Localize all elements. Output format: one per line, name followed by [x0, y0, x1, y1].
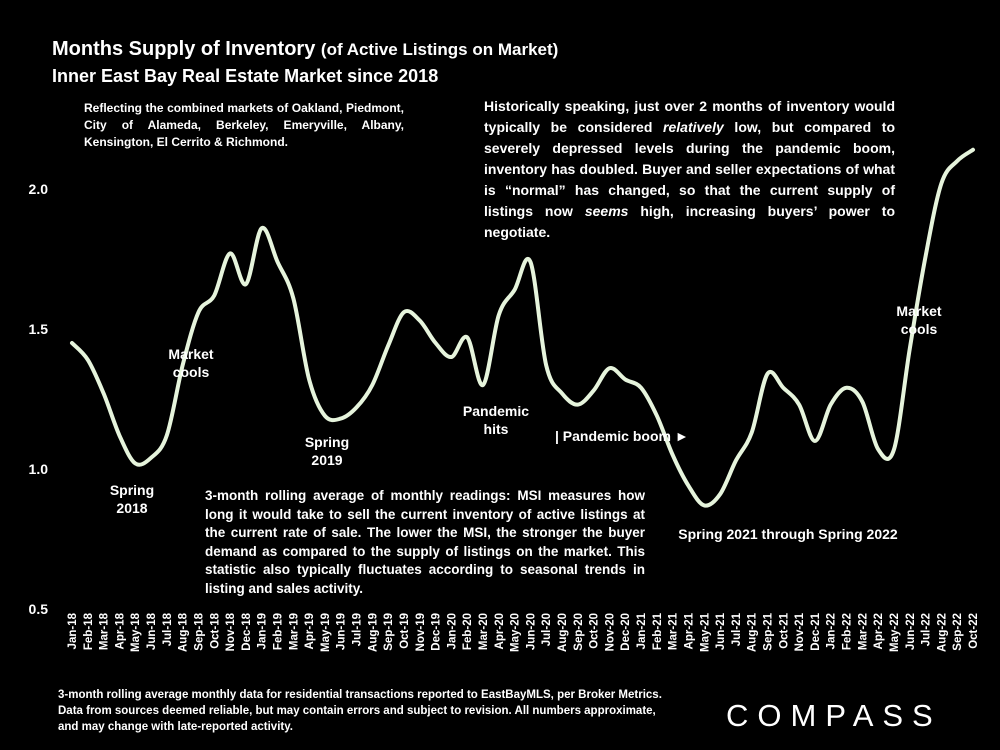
chart-title-main: Months Supply of Inventory	[52, 38, 316, 60]
chart-subtitle: Inner East Bay Real Estate Market since …	[52, 66, 439, 86]
x-tick-label: Nov-18	[225, 612, 237, 651]
x-tick-label: Sep-22	[952, 613, 964, 651]
x-tick-label: Feb-19	[272, 613, 284, 650]
x-tick-label: Jan-22	[826, 613, 838, 649]
x-tick-label: Sep-20	[573, 613, 585, 651]
x-tick-label: Dec-21	[810, 612, 822, 650]
x-tick-label: Jan-18	[67, 612, 79, 649]
history-note: Historically speaking, just over 2 month…	[484, 96, 895, 243]
msi-line-chart: 0.5 1.0 1.5 2.0 Jan-18 Feb-18 Mar-18 Apr-18 May…	[29, 147, 980, 652]
x-tick-label: Feb-22	[842, 613, 854, 650]
x-tick-label: Jun-20	[525, 613, 537, 650]
history-note-emphasis-1: relatively	[663, 119, 724, 135]
x-tick-label: Jun-19	[336, 613, 348, 650]
x-tick-label: Nov-19	[415, 613, 427, 651]
x-tick-label: Aug-19	[367, 613, 379, 652]
x-tick-label: Feb-20	[462, 613, 474, 650]
annotation-spring-2021-2022: Spring 2021 through Spring 2022	[678, 526, 898, 542]
x-tick-label: Sep-21	[763, 612, 775, 650]
source-footnote: 3-month rolling average monthly data for…	[58, 689, 662, 733]
x-tick-label: Jul-19	[352, 613, 364, 646]
x-tick-label: Apr-21	[683, 612, 695, 649]
annotation-spring-2019-line1: Spring	[304, 434, 350, 450]
x-tick-label: Sep-19	[383, 613, 395, 651]
x-tick-label: Jul-18	[162, 612, 174, 646]
annotation-spring-2018-line2: 2018	[116, 500, 148, 516]
x-tick-label: Jul-21	[731, 612, 743, 646]
y-tick-label: 1.5	[29, 321, 49, 337]
x-tick-label: May-20	[510, 613, 522, 652]
x-tick-label: Nov-20	[604, 613, 616, 651]
y-tick-label: 1.0	[29, 461, 49, 477]
x-tick-label: Mar-20	[478, 613, 490, 650]
annotation-market-cools-2022-line1: Market	[896, 303, 942, 319]
x-tick-label: Jul-20	[541, 613, 553, 646]
plot-area	[70, 147, 975, 508]
history-note-part-2: low, but compared to severely depressed …	[484, 119, 895, 219]
msi-explanation-note: 3-month rolling average of monthly readi…	[205, 488, 645, 596]
x-tick-label: Jan-20	[446, 613, 458, 649]
x-tick-label: Apr-19	[304, 613, 316, 649]
x-tick-label: Feb-21	[652, 612, 664, 650]
x-tick-label: Aug-20	[557, 613, 569, 652]
x-tick-label: Aug-22	[936, 613, 948, 652]
x-tick-label: Dec-18	[241, 612, 253, 650]
x-tick-label: Apr-20	[494, 613, 506, 649]
x-tick-label: Mar-21	[668, 612, 680, 650]
history-note-part-3: high, increasing buyers’ power to negoti…	[484, 203, 895, 240]
annotation-pandemic-hits: Pandemic hits	[456, 402, 536, 438]
x-tick-label: Jun-18	[146, 612, 158, 650]
annotation-spring-2019: Spring 2019	[299, 433, 355, 469]
annotation-market-cools-2018-line1: Market	[168, 346, 214, 362]
y-tick-label: 2.0	[29, 181, 49, 197]
x-tick-label: Aug-18	[178, 612, 190, 652]
x-tick-label: May-22	[889, 613, 901, 652]
x-tick-label: Jan-21	[636, 612, 648, 649]
x-tick-label: May-19	[320, 613, 332, 652]
chart-title-suffix: (of Active Listings on Market)	[320, 40, 559, 59]
x-tick-label: Aug-21	[747, 612, 759, 652]
x-axis: Jan-18 Feb-18 Mar-18 Apr-18 May-18 Jun-18 Jul-…	[67, 612, 980, 652]
x-tick-label: Mar-18	[99, 612, 111, 650]
markets-note: Reflecting the combined markets of Oakla…	[84, 101, 404, 149]
x-tick-label: May-18	[130, 612, 142, 652]
x-tick-label: Jul-22	[921, 613, 933, 646]
x-tick-label: Oct-21	[778, 612, 790, 648]
history-note-part-1: Historically speaking, just over 2 month…	[484, 98, 895, 135]
annotation-market-cools-2022-line2: cools	[900, 321, 938, 337]
x-tick-label: Feb-18	[83, 612, 95, 650]
history-note-emphasis-2: seems	[584, 203, 629, 219]
x-tick-label: Apr-18	[114, 612, 126, 649]
x-tick-label: Apr-22	[873, 613, 885, 649]
annotation-pandemic-hits-line1: Pandemic	[462, 403, 530, 419]
x-tick-label: Oct-22	[968, 613, 980, 649]
x-tick-label: Jun-22	[905, 613, 917, 650]
x-tick-label: Sep-18	[193, 612, 205, 650]
x-tick-label: Nov-21	[794, 612, 806, 651]
chart-title: Months Supply of Inventory (of Active Li…	[52, 38, 558, 61]
x-tick-label: Mar-22	[857, 613, 869, 650]
annotation-spring-2018: Spring 2018	[104, 481, 160, 517]
x-tick-label: Oct-20	[589, 613, 601, 649]
annotation-market-cools-2018-line2: cools	[172, 364, 210, 380]
y-tick-label: 0.5	[29, 601, 49, 617]
msi-series-line	[70, 147, 975, 508]
y-axis: 0.5 1.0 1.5 2.0	[29, 181, 49, 617]
x-tick-label: Dec-19	[431, 613, 443, 651]
x-tick-label: Jun-21	[715, 612, 727, 650]
annotation-spring-2019-line2: 2019	[311, 452, 343, 468]
x-tick-label: May-21	[699, 612, 711, 652]
annotation-market-cools-2022: Market cools	[884, 302, 954, 338]
annotation-market-cools-2018: Market cools	[158, 345, 224, 381]
x-tick-label: Oct-18	[209, 612, 221, 648]
x-tick-label: Dec-20	[620, 613, 632, 651]
x-tick-label: Jan-19	[257, 613, 269, 649]
annotation-pandemic-hits-line2: hits	[483, 421, 509, 437]
annotation-spring-2018-line1: Spring	[109, 482, 155, 498]
compass-logo: COMPASS	[726, 698, 942, 733]
annotation-pandemic-boom: | Pandemic boom ►	[555, 428, 689, 444]
x-tick-label: Mar-19	[288, 613, 300, 650]
x-tick-label: Oct-19	[399, 613, 411, 649]
